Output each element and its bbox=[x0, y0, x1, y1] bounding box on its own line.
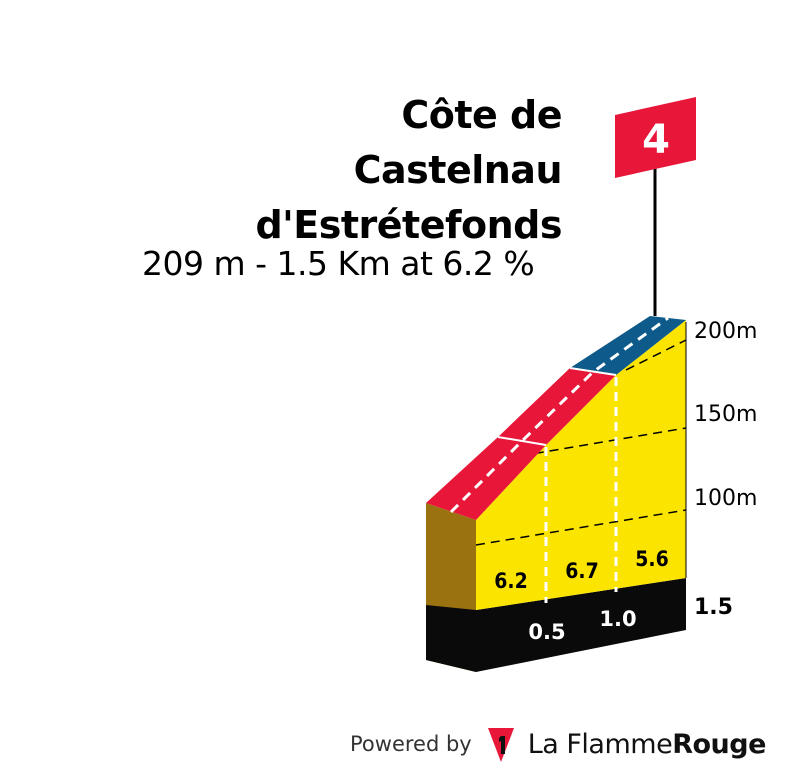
climb-title-line-2: Castelnau bbox=[353, 148, 563, 192]
flamme-rouge-icon bbox=[487, 728, 514, 762]
climb-title: Côte de Castelnau d'Estrétefonds bbox=[255, 88, 562, 253]
climb-summary: 209 m - 1.5 Km at 6.2 % bbox=[142, 244, 535, 283]
road-divider bbox=[569, 367, 617, 376]
category-number: 4 bbox=[642, 117, 670, 163]
segment-gradient-label: 6.2 bbox=[494, 569, 527, 593]
profile-labels: 6.2 6.7 5.6 0.5 1.0 1.5 bbox=[494, 547, 733, 644]
footer: Powered by La Flamme Rouge bbox=[350, 722, 766, 766]
x-tick-label: 0.5 bbox=[528, 620, 565, 644]
y-tick-label: 100m bbox=[694, 486, 757, 511]
profile-grid: 100m 150m 200m bbox=[475, 319, 757, 603]
y-tick-label: 200m bbox=[694, 319, 757, 344]
category-flag bbox=[615, 97, 696, 178]
profile-structure: 4 bbox=[426, 97, 696, 672]
brand-prefix: La Flamme bbox=[527, 728, 673, 760]
y-tick-label: 150m bbox=[694, 402, 757, 427]
segment-gradient-label: 5.6 bbox=[635, 547, 668, 571]
x-tick-label: 1.0 bbox=[599, 607, 636, 631]
distance-base-band bbox=[426, 578, 686, 672]
x-total-label: 1.5 bbox=[694, 595, 733, 620]
road-segment bbox=[426, 437, 546, 520]
grid-line bbox=[625, 339, 687, 371]
road-segment bbox=[498, 368, 616, 445]
grid-line bbox=[475, 509, 687, 546]
road-center-line bbox=[449, 316, 669, 514]
profile-road bbox=[426, 316, 686, 520]
climb-title-line-3: d'Estrétefonds bbox=[255, 203, 562, 247]
climb-title-line-1: Côte de bbox=[401, 93, 562, 137]
powered-by-label: Powered by bbox=[350, 732, 472, 756]
profile-front-face bbox=[476, 320, 686, 610]
road-divider bbox=[497, 436, 547, 446]
profile-fill bbox=[476, 320, 686, 610]
brand-suffix: Rouge bbox=[672, 728, 766, 760]
segment-gradient-label: 6.7 bbox=[565, 559, 598, 583]
grid-line bbox=[519, 427, 687, 457]
